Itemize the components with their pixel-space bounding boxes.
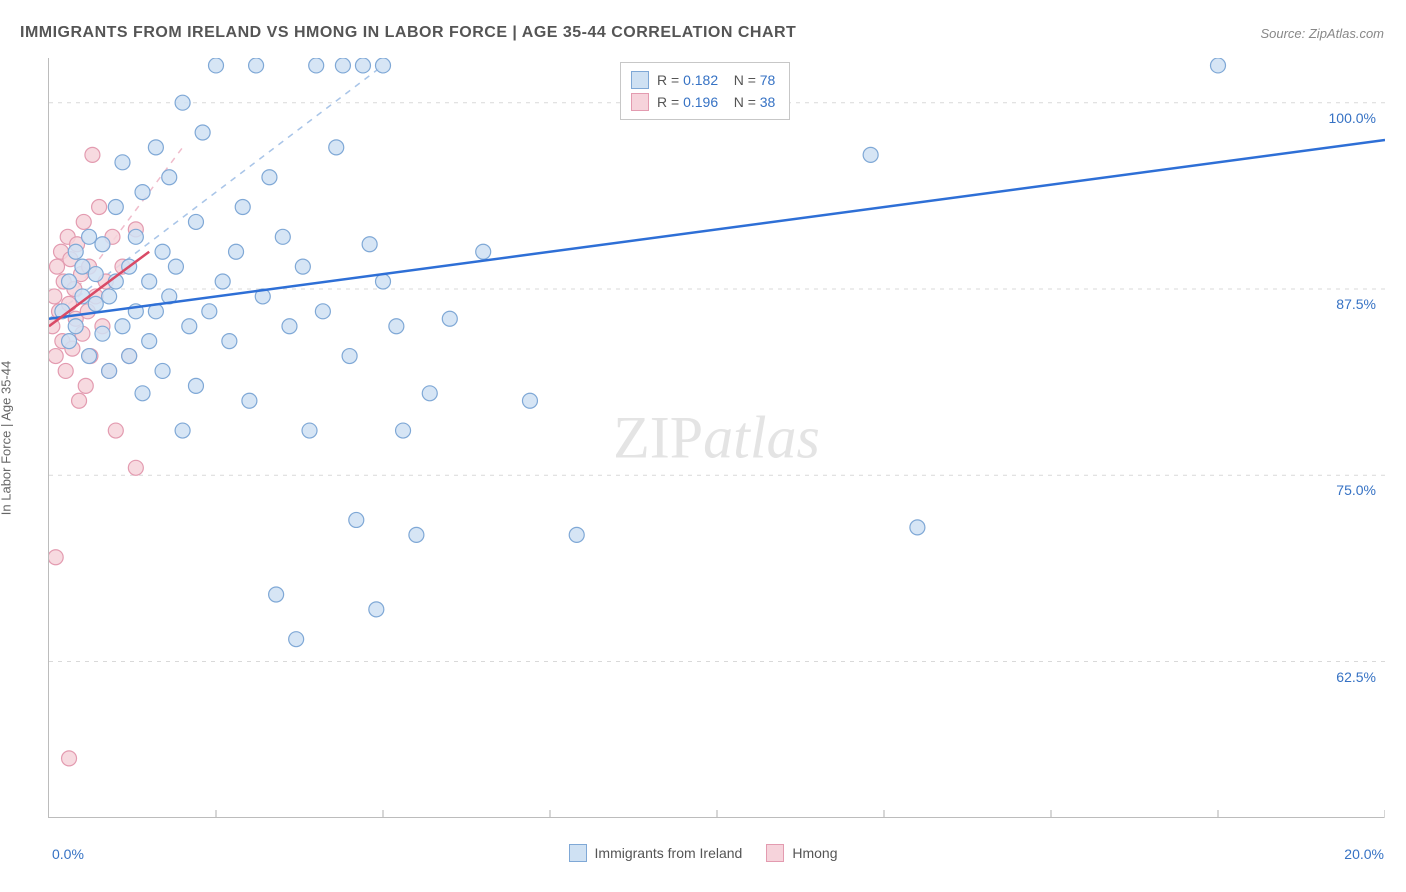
- series1-swatch-icon: [631, 71, 649, 89]
- legend-swatch2-icon: [766, 844, 784, 862]
- stat-row1-text: R = 0.182 N = 78: [657, 72, 775, 88]
- y-axis-label: In Labor Force | Age 35-44: [0, 361, 14, 515]
- source-attribution: Source: ZipAtlas.com: [1260, 26, 1384, 41]
- stat-row2-text: R = 0.196 N = 38: [657, 94, 775, 110]
- series2-swatch-icon: [631, 93, 649, 111]
- scatter-svg: [49, 58, 1385, 818]
- chart-title: IMMIGRANTS FROM IRELAND VS HMONG IN LABO…: [20, 24, 796, 42]
- y-tick-label: 87.5%: [1336, 296, 1376, 312]
- legend-label-2: Hmong: [792, 845, 837, 861]
- stat-row-2: R = 0.196 N = 38: [631, 91, 775, 113]
- plot-wrap: ZIPatlas: [48, 58, 1384, 818]
- legend-swatch1-icon: [569, 844, 587, 862]
- legend-item-2: Hmong: [766, 844, 837, 862]
- stat-box: R = 0.182 N = 78 R = 0.196 N = 38: [620, 62, 790, 120]
- chart-container: IMMIGRANTS FROM IRELAND VS HMONG IN LABO…: [0, 0, 1406, 892]
- y-tick-label: 62.5%: [1336, 669, 1376, 685]
- plot-area: ZIPatlas: [48, 58, 1384, 818]
- legend-item-1: Immigrants from Ireland: [569, 844, 743, 862]
- stat-row-1: R = 0.182 N = 78: [631, 69, 775, 91]
- bottom-legend: Immigrants from Ireland Hmong: [0, 844, 1406, 862]
- legend-label-1: Immigrants from Ireland: [595, 845, 743, 861]
- y-tick-label: 75.0%: [1336, 482, 1376, 498]
- y-tick-label: 100.0%: [1329, 110, 1376, 126]
